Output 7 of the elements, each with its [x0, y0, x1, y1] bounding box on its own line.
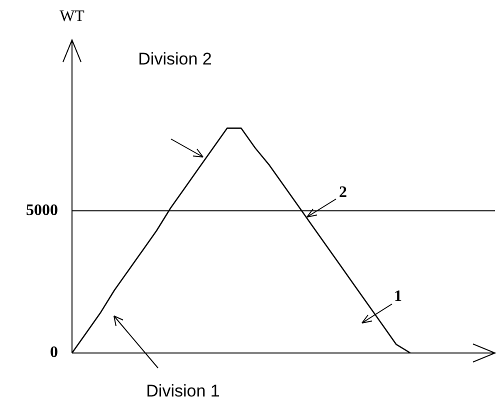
annotation: 2: [339, 184, 347, 202]
annotation: 1: [394, 288, 402, 306]
y-tick-label: 5000: [26, 202, 58, 219]
text: Division 1: [146, 382, 220, 401]
annotation: Division 2: [138, 50, 212, 69]
y-tick-label: 0: [50, 344, 58, 362]
y-axis-title: WT: [60, 8, 85, 26]
